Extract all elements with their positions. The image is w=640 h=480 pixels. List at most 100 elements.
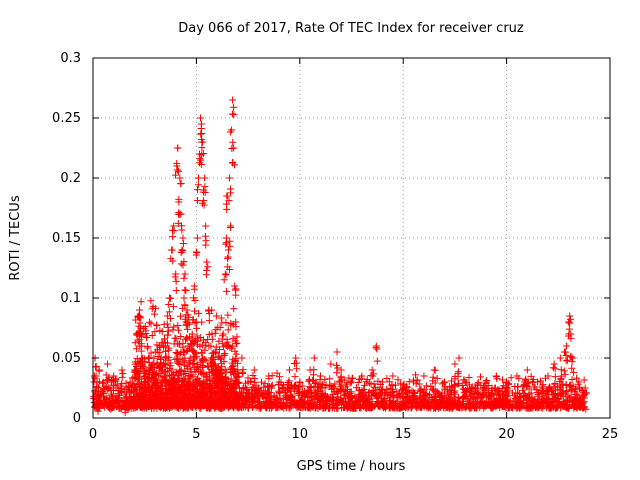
- data-point: [202, 341, 210, 349]
- data-point: [118, 385, 126, 393]
- chart-title: Day 066 of 2017, Rate Of TEC Index for r…: [178, 21, 524, 36]
- y-tick-label: 0.05: [52, 351, 81, 366]
- data-point: [533, 400, 541, 408]
- data-point: [138, 365, 146, 373]
- data-point: [165, 308, 173, 316]
- data-point: [100, 389, 108, 397]
- data-point: [157, 402, 165, 410]
- data-point: [95, 367, 103, 375]
- data-point: [226, 128, 234, 136]
- data-point: [412, 371, 420, 379]
- data-point: [162, 384, 170, 392]
- data-point: [195, 309, 203, 317]
- data-point: [305, 377, 313, 385]
- data-point: [347, 398, 355, 406]
- data-point: [239, 370, 247, 378]
- data-point: [373, 357, 381, 365]
- data-point: [557, 366, 565, 374]
- data-point: [211, 361, 219, 369]
- data-point: [135, 336, 143, 344]
- data-point: [566, 383, 574, 391]
- data-point: [211, 329, 219, 337]
- data-point: [432, 399, 440, 407]
- data-point: [135, 398, 143, 406]
- data-point: [283, 401, 291, 409]
- data-point: [348, 404, 356, 412]
- data-point: [224, 246, 232, 254]
- data-point: [400, 402, 408, 410]
- data-point: [202, 356, 210, 364]
- data-point: [563, 342, 571, 350]
- data-point: [348, 378, 355, 386]
- data-point: [561, 348, 569, 356]
- data-point: [151, 328, 159, 336]
- data-point: [193, 378, 201, 386]
- data-point: [207, 400, 215, 408]
- data-point: [142, 327, 150, 335]
- data-point: [217, 314, 225, 322]
- x-tick-label: 10: [292, 427, 309, 442]
- data-point: [446, 397, 454, 405]
- data-point: [461, 403, 469, 411]
- data-point: [409, 389, 417, 397]
- data-point: [566, 312, 574, 320]
- data-point: [220, 343, 228, 351]
- data-point: [478, 393, 486, 401]
- data-point: [171, 273, 179, 281]
- data-point: [167, 255, 175, 263]
- data-point: [490, 395, 498, 403]
- data-point: [212, 312, 220, 320]
- data-point: [290, 385, 298, 393]
- data-point: [164, 346, 172, 354]
- data-point: [194, 174, 202, 182]
- data-point: [225, 387, 233, 395]
- data-point: [201, 189, 209, 197]
- data-point: [229, 355, 237, 363]
- data-point: [154, 378, 162, 386]
- data-point: [568, 364, 576, 372]
- data-point: [180, 240, 188, 248]
- data-point: [514, 383, 522, 391]
- data-point: [203, 383, 211, 391]
- data-point: [190, 285, 198, 293]
- data-point: [157, 354, 165, 362]
- data-point: [313, 394, 321, 402]
- data-point: [400, 384, 408, 392]
- data-point: [309, 371, 317, 379]
- data-point: [357, 374, 365, 382]
- data-point: [451, 393, 459, 401]
- data-point: [379, 378, 387, 386]
- data-point: [451, 360, 459, 368]
- data-point: [175, 402, 183, 410]
- data-point: [258, 378, 266, 386]
- data-point: [497, 400, 505, 408]
- data-point: [265, 398, 273, 406]
- data-point: [237, 388, 245, 396]
- data-point: [337, 366, 345, 374]
- data-point: [218, 378, 226, 386]
- data-point: [150, 372, 158, 380]
- data-point: [191, 336, 199, 344]
- data-point: [156, 349, 164, 357]
- data-point: [208, 384, 216, 392]
- data-point: [470, 403, 478, 411]
- data-point: [528, 404, 536, 412]
- data-point: [481, 402, 489, 410]
- data-point: [374, 393, 382, 401]
- data-point: [427, 404, 435, 412]
- data-point: [187, 340, 195, 348]
- data-point: [409, 399, 417, 407]
- data-point: [166, 362, 174, 370]
- data-point: [433, 374, 441, 382]
- data-point: [230, 381, 238, 389]
- data-point: [388, 388, 396, 396]
- data-point: [343, 403, 351, 411]
- data-point: [523, 404, 531, 412]
- data-point: [196, 155, 204, 163]
- data-point: [435, 389, 443, 397]
- data-point: [168, 366, 176, 374]
- data-point: [275, 381, 283, 389]
- data-point: [230, 305, 238, 313]
- data-point: [428, 398, 436, 406]
- data-point: [420, 372, 428, 380]
